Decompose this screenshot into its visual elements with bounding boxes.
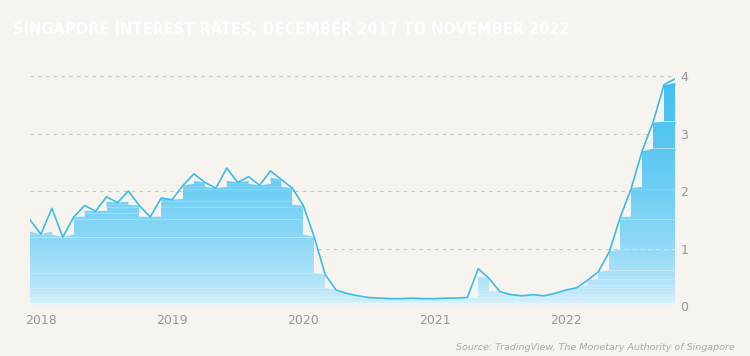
- Text: SINGAPORE INTEREST RATES, DECEMBER 2017 TO NOVEMBER 2022: SINGAPORE INTEREST RATES, DECEMBER 2017 …: [13, 22, 570, 37]
- Text: Source: TradingView, The Monetary Authority of Singapore: Source: TradingView, The Monetary Author…: [456, 344, 735, 352]
